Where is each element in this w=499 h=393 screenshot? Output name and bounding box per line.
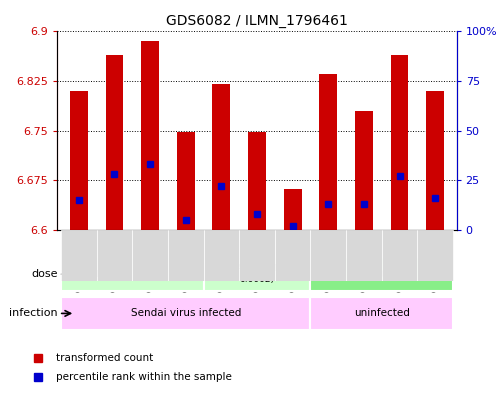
Text: percentile rank within the sample: percentile rank within the sample bbox=[56, 372, 232, 382]
Bar bbox=[355, 111, 373, 230]
Bar bbox=[168, 230, 204, 281]
Bar bbox=[382, 230, 417, 281]
Bar bbox=[391, 55, 409, 230]
Text: control: control bbox=[366, 270, 398, 279]
Text: infection: infection bbox=[9, 309, 58, 318]
Bar bbox=[239, 230, 275, 281]
Text: 1.5 HA u/mL (MOI of
0.0002): 1.5 HA u/mL (MOI of 0.0002) bbox=[212, 264, 302, 284]
Bar bbox=[346, 230, 382, 281]
Bar bbox=[284, 189, 301, 230]
Bar bbox=[204, 230, 239, 281]
Bar bbox=[61, 230, 97, 281]
Bar bbox=[426, 91, 444, 230]
Text: transformed count: transformed count bbox=[56, 353, 154, 363]
Bar bbox=[310, 297, 453, 330]
Text: Sendai virus infected: Sendai virus infected bbox=[131, 309, 241, 318]
Title: GDS6082 / ILMN_1796461: GDS6082 / ILMN_1796461 bbox=[166, 14, 348, 28]
Bar bbox=[204, 257, 310, 291]
Text: dose: dose bbox=[31, 269, 58, 279]
Bar bbox=[97, 230, 132, 281]
Bar bbox=[275, 230, 310, 281]
Bar bbox=[105, 55, 123, 230]
Bar bbox=[213, 84, 230, 230]
Bar bbox=[141, 41, 159, 230]
Bar bbox=[61, 257, 204, 291]
Bar bbox=[70, 91, 88, 230]
Bar bbox=[417, 230, 453, 281]
Bar bbox=[310, 257, 453, 291]
Bar bbox=[319, 74, 337, 230]
Bar bbox=[177, 132, 195, 230]
Text: 150 HA u/mL (MOI of 0.02): 150 HA u/mL (MOI of 0.02) bbox=[72, 270, 192, 279]
Bar bbox=[61, 297, 310, 330]
Bar bbox=[248, 132, 266, 230]
Text: uninfected: uninfected bbox=[354, 309, 410, 318]
Bar bbox=[310, 230, 346, 281]
Bar bbox=[132, 230, 168, 281]
